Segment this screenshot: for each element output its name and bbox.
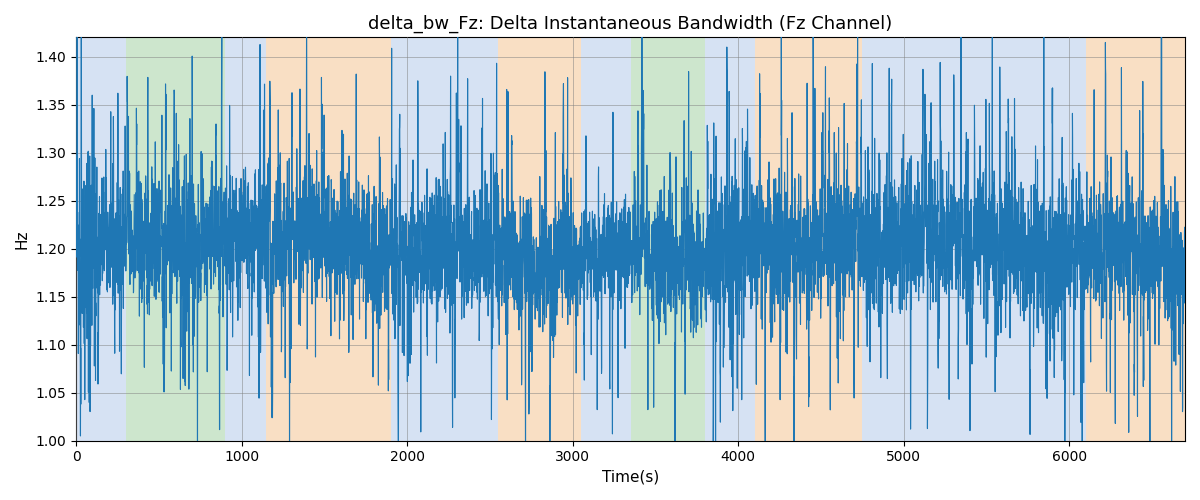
Bar	[76, 38, 126, 440]
Bar	[391, 38, 498, 440]
Y-axis label: Hz: Hz	[14, 230, 30, 249]
Bar	[630, 38, 706, 440]
Bar	[755, 38, 863, 440]
Bar	[498, 38, 581, 440]
X-axis label: Time(s): Time(s)	[602, 470, 659, 485]
Bar	[581, 38, 630, 440]
Bar	[226, 38, 266, 440]
Title: delta_bw_Fz: Delta Instantaneous Bandwidth (Fz Channel): delta_bw_Fz: Delta Instantaneous Bandwid…	[368, 15, 893, 34]
Bar	[863, 38, 1086, 440]
Bar	[126, 38, 226, 440]
Bar	[1086, 38, 1186, 440]
Bar	[266, 38, 391, 440]
Bar	[706, 38, 755, 440]
